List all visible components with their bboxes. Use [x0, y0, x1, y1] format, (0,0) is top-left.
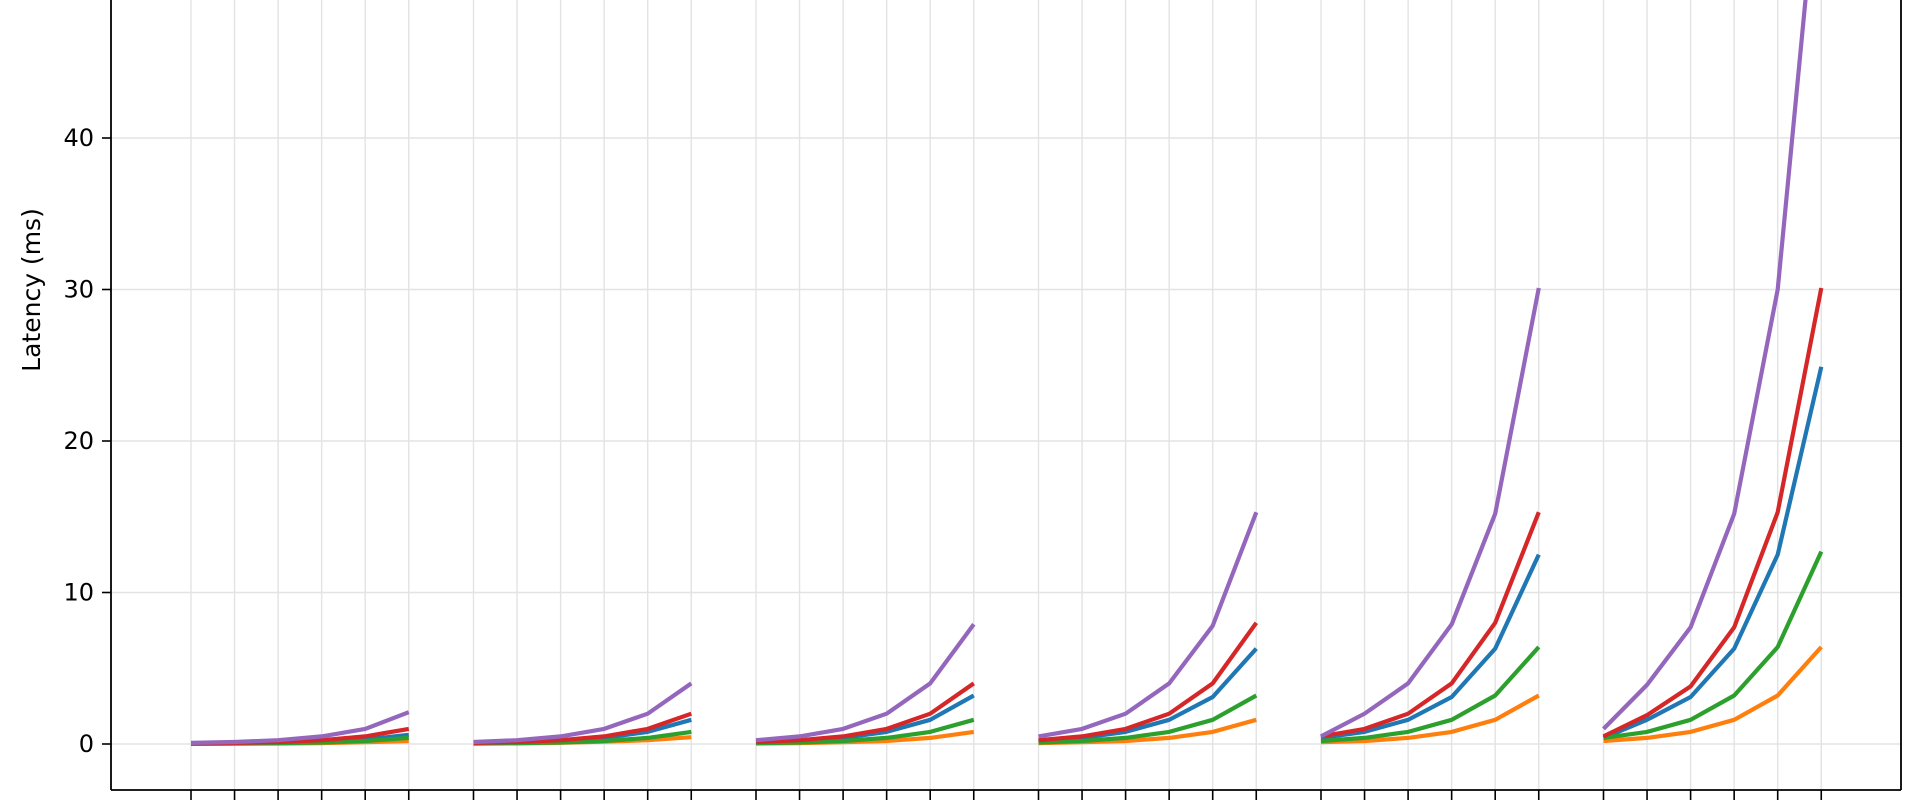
series-2-group-5-line: [1320, 693, 1540, 745]
series-5-group-2-line: [473, 681, 693, 745]
series-5-group-4-line: [1038, 511, 1259, 739]
series-4-group-5-line: [1320, 511, 1541, 739]
y-ticks: 0 10 20 30 40: [63, 124, 1823, 800]
series-3-group-5-line: [1320, 645, 1541, 744]
series-5-group-1-line: [190, 710, 410, 745]
series-4-group-3-line: [755, 681, 975, 745]
series-4-group-6-line: [1602, 287, 1824, 739]
y-tick-label: 0: [79, 730, 94, 758]
series-3-group-4-line: [1038, 693, 1258, 745]
y-tick-label: 20: [63, 427, 94, 455]
grid: [111, 0, 1901, 790]
series-4-group-4-line: [1038, 621, 1259, 743]
axes-frame: [110, 0, 1902, 791]
series-2-group-6-line: [1603, 645, 1823, 744]
series-5-group-3-line: [755, 623, 976, 743]
y-axis-label: Latency (ms): [17, 208, 46, 372]
y-tick-label: 30: [63, 276, 94, 304]
series-1-group-5-line: [1320, 553, 1541, 740]
y-tick-label: 10: [63, 579, 94, 607]
series-5-group-5-line: [1320, 287, 1541, 739]
y-tick-label: 40: [63, 124, 94, 152]
series-1-group-6-line: [1602, 366, 1824, 740]
series-lines: [190, 0, 1824, 746]
series-3-group-6-line: [1603, 550, 1824, 740]
series-3-group-3-line: [755, 717, 975, 746]
series-5-group-6-line: [1602, 0, 1808, 731]
